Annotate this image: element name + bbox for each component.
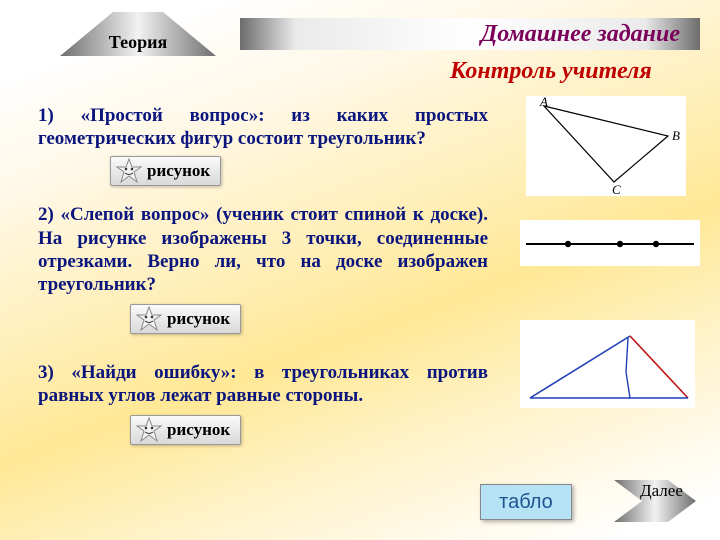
- header-subtitle: Контроль учителя: [450, 58, 652, 85]
- theory-tab-shape: [58, 8, 218, 58]
- next-button[interactable]: Далее: [610, 476, 700, 526]
- picture-button-3[interactable]: рисунок: [130, 415, 241, 445]
- header-bar: Домашнее задание: [240, 18, 700, 50]
- question-2: 2) «Слепой вопрос» (ученик стоит спиной …: [38, 203, 488, 296]
- picture-button-2[interactable]: рисунок: [130, 304, 241, 334]
- figure-3-error-triangle: [520, 320, 695, 408]
- figure-1-triangle: A B C: [526, 96, 686, 196]
- picture-button-label: рисунок: [167, 420, 230, 440]
- star-character-icon: [115, 158, 143, 184]
- theory-tab[interactable]: Теория: [58, 8, 218, 58]
- tablo-label: табло: [499, 491, 553, 514]
- question-1: 1) «Простой вопрос»: из каких простых ге…: [38, 104, 488, 150]
- questions-block: 1) «Простой вопрос»: из каких простых ге…: [38, 104, 488, 448]
- svg-text:A: A: [539, 96, 548, 109]
- svg-text:C: C: [612, 182, 621, 196]
- picture-button-1[interactable]: рисунок: [110, 156, 221, 186]
- star-character-icon: [135, 417, 163, 443]
- picture-button-label: рисунок: [167, 309, 230, 329]
- header-title: Домашнее задание: [481, 21, 680, 48]
- picture-button-label: рисунок: [147, 161, 210, 181]
- question-3: 3) «Найди ошибку»: в треугольниках проти…: [38, 361, 488, 407]
- chevron-right-icon: [610, 476, 700, 526]
- svg-text:B: B: [672, 128, 680, 143]
- tablo-button[interactable]: табло: [480, 484, 572, 520]
- figure-2-collinear-points: [520, 220, 700, 266]
- star-character-icon: [135, 306, 163, 332]
